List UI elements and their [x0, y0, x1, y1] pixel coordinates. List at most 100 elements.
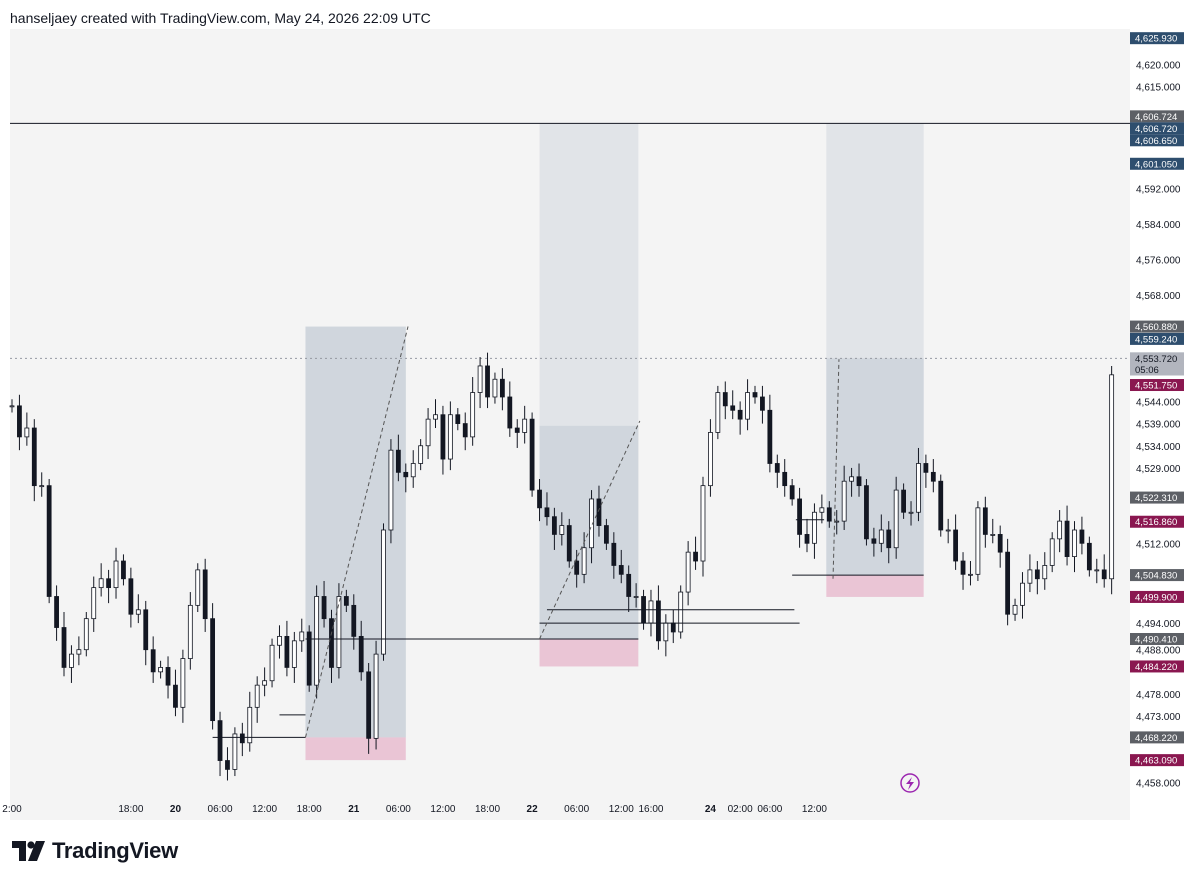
- candle-body: [150, 649, 156, 673]
- candle: [1049, 532, 1055, 573]
- long-position-stop-zone-1[interactable]: [539, 639, 639, 667]
- candle: [83, 612, 89, 657]
- candle: [1020, 572, 1025, 619]
- candle: [9, 399, 15, 413]
- candle-body: [693, 551, 698, 562]
- candle-body: [864, 485, 869, 540]
- candle: [351, 594, 357, 650]
- candle: [470, 377, 476, 446]
- candle: [61, 612, 67, 677]
- candle: [581, 532, 587, 584]
- price-label: 4,559.240: [1135, 334, 1177, 345]
- candle-body: [611, 542, 617, 566]
- candle: [789, 479, 795, 506]
- candle: [670, 609, 676, 644]
- candle-body: [106, 578, 111, 589]
- projection-path-2[interactable]: [832, 359, 840, 579]
- candle: [128, 567, 134, 628]
- candle-body: [1072, 529, 1077, 557]
- candle: [819, 494, 825, 524]
- candle-body: [990, 534, 996, 536]
- candle-body: [982, 507, 988, 535]
- candle-body: [1064, 520, 1070, 557]
- price-label: 4,490.410: [1135, 635, 1177, 646]
- candle-body: [202, 569, 208, 620]
- long-position-stop-zone-0[interactable]: [305, 737, 406, 761]
- candle: [537, 479, 542, 522]
- price-label-bg: [1130, 157, 1184, 170]
- price-label: 4,484.220: [1135, 662, 1177, 673]
- candle-body: [113, 560, 119, 589]
- candle-body: [91, 587, 97, 620]
- candle: [522, 405, 528, 444]
- candle-body: [314, 596, 320, 686]
- candle-body: [514, 427, 520, 433]
- candle-body: [358, 635, 364, 673]
- candle: [878, 514, 884, 553]
- candle-body: [1027, 569, 1033, 584]
- price-label-bg: [1130, 352, 1184, 365]
- candle-body: [425, 418, 431, 447]
- candle: [187, 592, 193, 670]
- candle-body: [715, 392, 721, 433]
- candle-body: [1012, 604, 1018, 615]
- candle-body: [997, 534, 1003, 553]
- candle: [730, 390, 736, 420]
- price-label-bg: [1130, 491, 1184, 504]
- projection-path-1[interactable]: [539, 420, 641, 640]
- price-label: 4,522.310: [1135, 493, 1177, 504]
- candle: [507, 381, 513, 437]
- x-tick-label: 06:00: [386, 804, 411, 815]
- chart-plot-area[interactable]: [10, 29, 1130, 820]
- candle: [945, 518, 951, 544]
- candle: [745, 379, 750, 431]
- candle-body: [17, 405, 22, 438]
- candle: [39, 472, 45, 497]
- candle: [953, 514, 959, 570]
- x-tick-label: 18:00: [297, 804, 322, 815]
- price-label: 4,551.750: [1135, 381, 1177, 392]
- candle: [960, 552, 966, 590]
- y-tick-label: 4,576.000: [1136, 256, 1181, 267]
- candle: [291, 631, 297, 683]
- candle-body: [804, 534, 810, 544]
- candle: [210, 603, 216, 730]
- candle: [24, 412, 30, 446]
- candle-body: [730, 405, 736, 411]
- candle: [797, 487, 802, 548]
- candle-body: [656, 600, 661, 642]
- candle: [514, 419, 520, 448]
- candle-body: [968, 573, 973, 576]
- candle: [604, 518, 609, 550]
- candle-body: [395, 449, 401, 473]
- candle: [611, 532, 617, 579]
- x-tick-label: 18:00: [118, 804, 143, 815]
- long-position-stop-zone-2[interactable]: [826, 575, 924, 597]
- candle-body: [648, 600, 654, 624]
- candle: [158, 660, 164, 679]
- projection-path-0[interactable]: [304, 326, 409, 738]
- price-label: 4,560.880: [1135, 322, 1177, 333]
- candle: [239, 722, 245, 757]
- candle-body: [566, 525, 572, 562]
- candle-body: [210, 618, 216, 722]
- price-label-bg: [1130, 590, 1184, 603]
- candle: [812, 503, 817, 559]
- x-tick-label: 12:00: [252, 804, 277, 815]
- candle: [975, 501, 981, 581]
- price-label-bg: [1130, 134, 1184, 147]
- candle: [774, 454, 780, 488]
- candle-body: [477, 365, 483, 393]
- candle-body: [551, 516, 557, 535]
- candle-body: [663, 622, 669, 642]
- candle-body: [1086, 542, 1092, 571]
- candle-body: [670, 622, 676, 633]
- candle: [299, 618, 305, 652]
- y-tick-label: 4,478.000: [1136, 690, 1181, 701]
- price-label-bg: [1130, 379, 1184, 392]
- candle: [388, 439, 394, 544]
- candle-body: [1049, 538, 1055, 566]
- lightning-icon[interactable]: [900, 773, 920, 793]
- candle: [1086, 536, 1092, 577]
